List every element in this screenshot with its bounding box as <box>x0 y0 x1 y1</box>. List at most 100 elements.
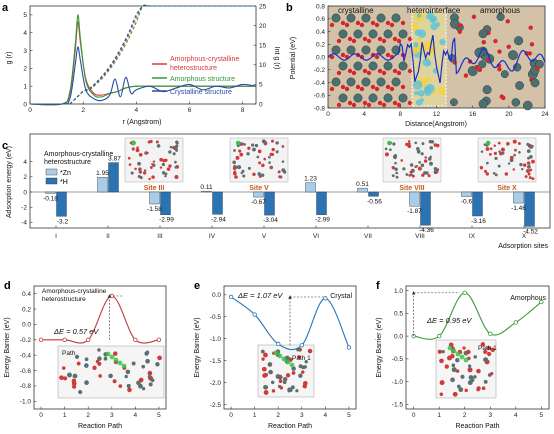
metal-atom <box>486 161 489 165</box>
oxygen-atom <box>263 352 268 358</box>
x-tick-label: 24 <box>541 111 549 118</box>
bar-zn <box>357 187 368 193</box>
oxygen-atom <box>384 152 389 157</box>
panel-c-letter: c <box>2 140 8 152</box>
metal-atom <box>108 373 113 379</box>
x-tick-label: 4 <box>362 111 366 118</box>
metal-atom <box>392 142 396 146</box>
metal-atom <box>494 173 498 177</box>
energy-point <box>228 294 234 300</box>
y-tick-label: 0.2 <box>316 42 325 49</box>
oxygen-atom <box>476 387 480 392</box>
metal-atom <box>376 13 386 23</box>
zn-path-atom <box>463 357 469 363</box>
panel-c-xlabel: Adsorption sites <box>498 243 548 250</box>
metal-atom <box>428 139 433 144</box>
oxygen-atom <box>370 84 376 90</box>
potential-line <box>327 34 546 84</box>
metal-atom <box>161 171 166 175</box>
region-crystalline: crystalline <box>338 6 374 15</box>
y2-tick-label: 25 <box>259 3 267 10</box>
oxygen-atom <box>407 36 413 42</box>
oxygen-atom <box>493 151 498 156</box>
data-label-zn: 0.11 <box>200 184 213 191</box>
metal-atom <box>501 151 505 155</box>
oxygen-atom <box>233 171 237 176</box>
oxygen-atom <box>351 102 357 108</box>
oxygen-atom <box>359 22 365 28</box>
metal-atom <box>263 385 268 390</box>
oxygen-atom <box>490 347 495 353</box>
oxygen-atom <box>439 392 444 397</box>
panel-title-line: heterostructure <box>42 296 86 303</box>
metal-atom <box>458 387 464 393</box>
metal-atom <box>418 161 421 164</box>
oxygen-atom <box>377 36 383 42</box>
energy-point <box>276 341 281 347</box>
metal-atom <box>393 154 398 158</box>
data-label-h: -0.56 <box>367 198 382 205</box>
oxygen-atom <box>136 146 139 149</box>
metal-atom <box>409 163 414 167</box>
oxygen-atom <box>400 159 404 162</box>
oxygen-atom <box>263 390 269 395</box>
oxygen-atom <box>174 175 179 179</box>
metal-atom <box>138 383 143 389</box>
oxygen-atom <box>527 51 532 56</box>
metal-atom <box>368 29 378 39</box>
oxygen-atom <box>340 52 346 58</box>
oxygen-atom <box>142 171 147 175</box>
charge-blob <box>424 76 431 83</box>
panel-a-x-ticks: 0 2 4 6 8 <box>28 101 245 114</box>
x-tick-label: 0 <box>229 412 233 419</box>
legend-h: *H <box>60 179 68 186</box>
panel-frame <box>405 285 550 410</box>
metal-atom <box>174 160 177 164</box>
x-tick-label: 4 <box>324 412 328 419</box>
metal-atom <box>155 362 160 367</box>
data-label-zn: 0.51 <box>356 181 369 188</box>
oxygen-atom <box>527 172 531 176</box>
metal-atom <box>346 45 356 55</box>
metal-atom <box>174 166 178 169</box>
y-tick-label: 0.4 <box>316 29 325 36</box>
oxygen-atom <box>488 152 492 156</box>
y-tick-label: 0.0 <box>22 322 31 329</box>
metal-atom <box>391 45 401 55</box>
metal-atom <box>338 29 348 39</box>
oxygen-atom <box>71 381 77 386</box>
energy-point <box>86 337 91 343</box>
x-tick-label: 5 <box>347 412 351 419</box>
metal-atom <box>175 144 179 148</box>
zn-path-atom <box>285 359 291 365</box>
metal-atom <box>164 174 167 178</box>
panel-frame <box>33 285 167 410</box>
metal-atom <box>511 98 521 107</box>
metal-atom <box>460 374 465 379</box>
metal-atom <box>518 151 521 154</box>
metal-atom <box>270 380 275 385</box>
charge-blob <box>437 86 447 96</box>
panel-c-y-ticks: 4 2 0 -2 -4 <box>21 159 33 227</box>
oxygen-atom <box>351 70 357 76</box>
oxygen-atom <box>479 166 484 170</box>
oxygen-atom <box>385 84 391 90</box>
panel-letter: f <box>376 280 380 292</box>
metal-atom <box>394 161 397 165</box>
oxygen-atom <box>510 155 514 160</box>
panel-a-series <box>29 14 257 106</box>
metal-atom <box>391 13 401 23</box>
charge-blob <box>419 97 425 103</box>
data-label-zn: -1.58 <box>147 206 162 213</box>
oxygen-atom <box>279 386 284 390</box>
oxygen-atom <box>127 387 132 393</box>
oxygen-atom <box>362 100 368 106</box>
oxygen-atom <box>497 49 502 54</box>
zn-path-atom <box>273 350 279 356</box>
oxygen-atom <box>374 86 380 92</box>
oxygen-atom <box>407 68 413 74</box>
bar-h <box>56 191 67 217</box>
y-tick-label: 4 <box>23 30 27 37</box>
x-tick-label: 1 <box>437 412 441 419</box>
metal-atom <box>507 162 511 165</box>
